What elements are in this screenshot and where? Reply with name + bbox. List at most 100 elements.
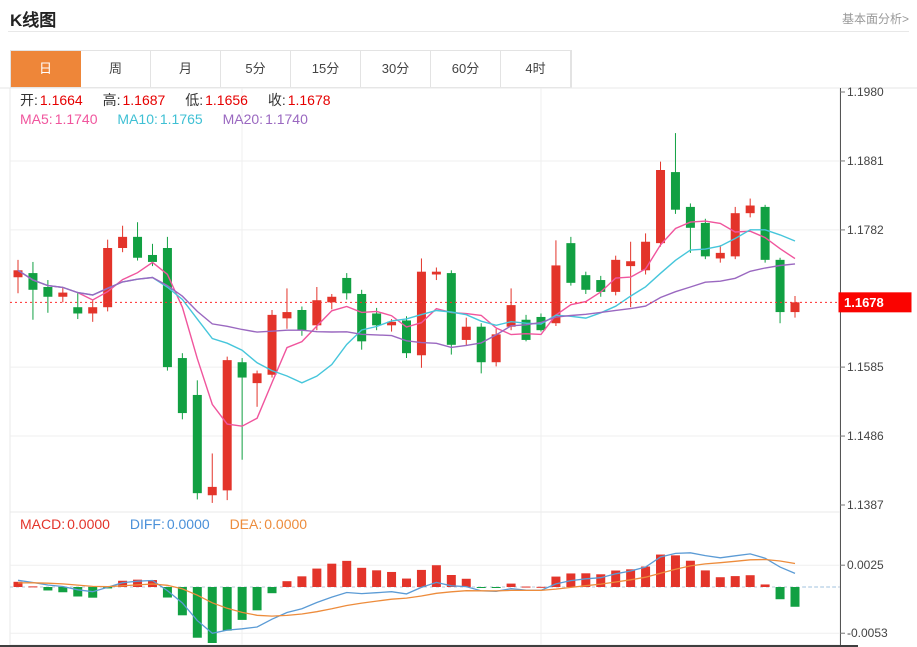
tab-15min[interactable]: 15分 (291, 51, 361, 87)
macd-bar (133, 579, 143, 587)
macd-bar (177, 587, 187, 616)
macd-bar (118, 580, 128, 587)
candle (715, 252, 725, 259)
tab-30min[interactable]: 30分 (361, 51, 431, 87)
current-price-badge (838, 292, 912, 313)
candle (551, 265, 561, 324)
macd-tick-label: -0.0053 (847, 626, 888, 640)
candle (327, 296, 337, 303)
candle (147, 254, 157, 262)
tab-week[interactable]: 周 (81, 51, 151, 87)
candle (103, 248, 113, 308)
macd-bar (312, 568, 322, 587)
macd-bar (402, 578, 411, 587)
candle (611, 259, 621, 292)
macd-bar (506, 583, 516, 587)
macd-label: MACD: (20, 516, 66, 532)
candle (745, 205, 755, 214)
candle (372, 313, 382, 326)
macd-tick-label: 0.0025 (847, 558, 884, 572)
macd-bar (372, 570, 382, 587)
candle (491, 334, 501, 363)
candle (222, 360, 232, 491)
candle (506, 305, 516, 327)
macd-bar (536, 586, 546, 588)
candle (521, 319, 531, 340)
candle (312, 300, 322, 326)
dea-label: DEA: (229, 516, 263, 532)
macd-bar (237, 587, 247, 620)
tab-60min[interactable]: 60分 (431, 51, 501, 87)
macd-bar (596, 574, 606, 587)
macd-bar (491, 587, 501, 588)
candle (118, 236, 128, 249)
diff-value: 0.0000 (166, 516, 210, 532)
tab-4hour[interactable]: 4时 (501, 51, 571, 87)
macd-bar (431, 565, 441, 587)
candle (461, 326, 471, 340)
candle (626, 261, 636, 267)
macd-bar (551, 576, 561, 587)
macd-bar (446, 575, 456, 587)
macd-bar (28, 586, 38, 588)
candle (73, 307, 83, 314)
ma10-value: 1.1765 (159, 111, 203, 127)
macd-bar (387, 571, 397, 587)
tab-day[interactable]: 日 (11, 51, 81, 87)
candle (790, 302, 800, 313)
header-divider (8, 31, 909, 32)
macd-bar (745, 575, 755, 587)
macd-bar (357, 567, 367, 587)
candle (13, 270, 23, 278)
tab-month[interactable]: 月 (151, 51, 221, 87)
candle (431, 271, 441, 275)
macd-bar (162, 587, 172, 598)
candle (43, 287, 53, 297)
ma20-value: 1.1740 (265, 111, 308, 127)
macd-bar (715, 577, 725, 587)
candle (28, 273, 38, 290)
price-tick-label: 1.1782 (847, 223, 884, 237)
tab-5min[interactable]: 5分 (221, 51, 291, 87)
candle (685, 206, 695, 228)
candle (252, 373, 262, 384)
price-tick-label: 1.1585 (847, 360, 884, 374)
macd-bar (476, 587, 486, 588)
candle (641, 241, 651, 271)
candle (282, 312, 292, 319)
candle (476, 326, 486, 363)
macd-bar (656, 554, 666, 587)
dea-value: 0.0000 (264, 516, 308, 532)
candle (596, 280, 606, 292)
close-value: 1.1678 (287, 92, 331, 108)
fundamental-analysis-link[interactable]: 基本面分析> (841, 12, 909, 26)
candle (446, 273, 456, 345)
macd-bar (252, 587, 262, 611)
price-tick-label: 1.1980 (847, 85, 884, 99)
high-value: 1.1687 (122, 92, 166, 108)
dea-line (17, 558, 796, 617)
candle (267, 314, 277, 375)
candle (656, 170, 666, 244)
macd-bar (670, 555, 680, 587)
macd-bar (267, 587, 277, 594)
macd-bar (58, 587, 68, 593)
candle (402, 320, 411, 354)
macd-bar (207, 587, 217, 643)
macd-legend: MACD: 0.0000 DIFF: 0.0000 DEA: 0.0000 (20, 516, 323, 532)
candle (297, 309, 307, 331)
diff-label: DIFF: (129, 516, 165, 532)
diff-line (17, 552, 796, 635)
macd-bar (461, 578, 471, 587)
macd-bar (775, 587, 785, 600)
macd-bar (342, 560, 352, 587)
ma20-line (17, 263, 796, 349)
close-label: 收: (267, 92, 286, 108)
candle (357, 293, 367, 342)
candle (177, 358, 187, 414)
candle (566, 243, 576, 283)
candle (342, 277, 352, 294)
ma5-value: 1.1740 (54, 111, 98, 127)
